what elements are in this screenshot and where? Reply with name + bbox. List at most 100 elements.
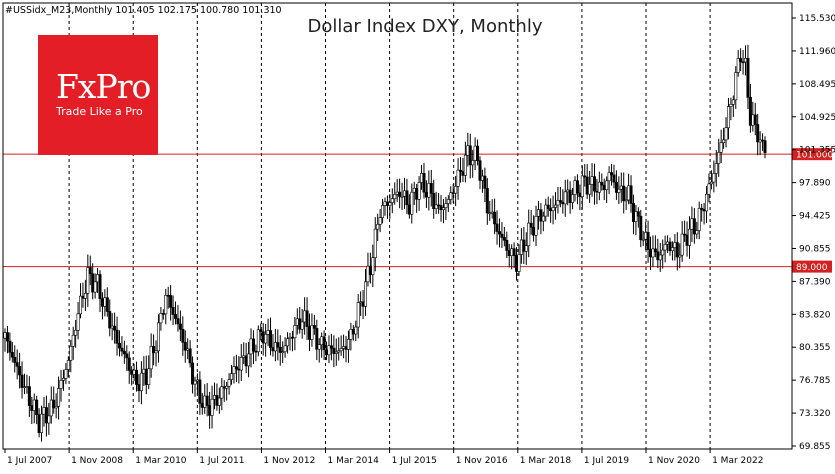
candle-body-down (137, 384, 141, 392)
candle-body-up (658, 254, 662, 261)
candle-body-up (195, 379, 199, 382)
candle-body-up (417, 182, 421, 200)
candle-body-up (154, 350, 158, 354)
candle-body-down (649, 249, 653, 258)
symbol-header: #USSidx_M23,Monthly 101.405 102.175 100.… (5, 5, 282, 16)
candle-body-down (583, 175, 587, 178)
candle-body-down (675, 242, 679, 258)
candle-body-up (744, 57, 748, 63)
candle-body-up (624, 199, 628, 202)
candle-body-up (230, 373, 234, 380)
candle-body-up (164, 294, 168, 315)
candle-body-up (249, 338, 253, 355)
candle-body-up (273, 342, 277, 352)
candle-body-down (290, 336, 294, 339)
candle-body-up (103, 297, 107, 307)
candle-body-up (346, 339, 350, 350)
candle-body-up (544, 204, 548, 217)
candle-body-down (20, 374, 24, 388)
candle-body-up (61, 377, 65, 381)
candle-body-down (188, 348, 192, 364)
candles (3, 44, 767, 442)
logo-tagline: Trade Like a Pro (56, 105, 143, 118)
candle-body-up (680, 233, 684, 256)
candle-body-up (651, 248, 655, 258)
candle-body-up (74, 330, 78, 336)
candle-body-down (122, 350, 126, 355)
candle-body-down (495, 223, 499, 232)
candle-body-up (490, 211, 494, 214)
candle-body-down (639, 215, 643, 241)
x-tick-label: 1 Jul 2011 (199, 456, 244, 466)
candle-body-up (149, 346, 153, 370)
candle-body-down (307, 326, 311, 340)
candle-body-down (702, 208, 706, 212)
candle-body-down (361, 301, 365, 307)
candle-body-down (205, 395, 209, 406)
candle-body-down (561, 201, 565, 205)
candle-body-up (480, 175, 484, 181)
candle-body-down (127, 357, 131, 371)
candle-body-up (339, 348, 343, 352)
candle-body-down (529, 222, 533, 228)
candle-body-up (3, 332, 7, 339)
candle-body-up (373, 228, 377, 258)
candle-body-down (18, 366, 22, 376)
candle-body-up (366, 265, 370, 283)
candle-body-up (393, 193, 397, 200)
candle-body-down (88, 267, 92, 275)
candle-body-up (83, 293, 87, 299)
candle-body-up (634, 211, 638, 222)
candle-body-down (269, 330, 273, 348)
candle-body-down (500, 233, 504, 238)
candle-body-up (239, 357, 243, 371)
candle-body-up (571, 194, 575, 203)
candle-body-up (707, 183, 711, 195)
candle-body-up (722, 139, 726, 144)
candle-body-up (402, 190, 406, 197)
candle-body-up (597, 181, 601, 193)
candle-body-up (410, 191, 414, 215)
candle-body-down (558, 200, 562, 203)
candle-body-up (719, 142, 723, 153)
candle-body-down (612, 174, 616, 183)
candle-body-up (556, 200, 560, 206)
candle-body-down (152, 346, 156, 354)
candle-body-down (351, 329, 355, 335)
candle-body-down (763, 140, 767, 154)
candle-body-down (171, 307, 175, 315)
candle-body-down (13, 356, 17, 363)
y-tick-label: 101.355 (799, 146, 835, 156)
candle-body-up (695, 230, 699, 235)
candle-body-down (756, 124, 760, 143)
candle-body-down (261, 331, 265, 344)
candle-body-down (522, 239, 526, 252)
x-tick-label: 1 Nov 2008 (71, 456, 123, 466)
candle-body-down (539, 209, 543, 222)
candle-body-up (264, 334, 268, 344)
candle-body-down (385, 201, 389, 206)
candle-body-up (40, 413, 44, 434)
candle-body-up (687, 228, 691, 246)
candle-body-down (125, 353, 129, 359)
candle-body-down (8, 340, 12, 353)
candle-body-down (578, 192, 582, 197)
candle-body-up (607, 172, 611, 182)
candle-body-up (434, 204, 438, 209)
candle-body-up (729, 104, 733, 107)
candle-body-up (471, 160, 475, 166)
candle-body-down (305, 310, 309, 327)
candle-body-down (407, 204, 411, 215)
candle-body-down (271, 347, 275, 352)
candle-body-down (113, 325, 117, 331)
candle-body-down (685, 234, 689, 246)
candle-body-down (478, 160, 482, 181)
x-tick-label: 1 Mar 2022 (712, 456, 763, 466)
candle-body-up (139, 372, 143, 392)
candle-body-up (588, 184, 592, 195)
candle-body-up (527, 222, 531, 246)
candle-body-down (610, 172, 614, 176)
fxpro-logo: FxPro Trade Like a Pro (38, 35, 158, 155)
candle-body-down (600, 181, 604, 186)
y-tick-label: 76.785 (799, 376, 831, 386)
